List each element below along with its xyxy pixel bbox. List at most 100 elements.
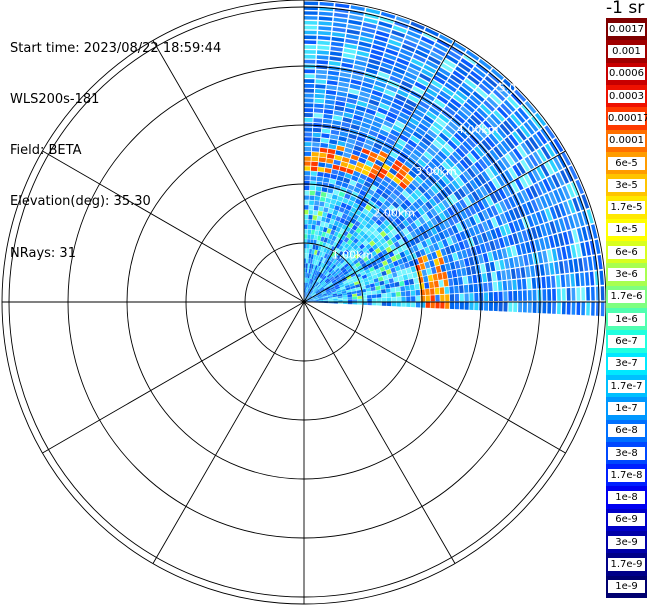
- data-gate: [492, 281, 498, 292]
- data-gate: [306, 293, 309, 298]
- data-gate: [355, 55, 368, 62]
- data-gate: [318, 299, 324, 301]
- data-gate: [557, 187, 566, 202]
- data-gate: [317, 245, 322, 251]
- data-gate: [368, 130, 378, 137]
- data-gate: [313, 205, 319, 211]
- data-gate: [315, 191, 321, 197]
- data-gate: [364, 192, 373, 200]
- data-gate: [310, 273, 313, 279]
- data-gate: [473, 111, 485, 122]
- data-gate: [387, 111, 398, 120]
- data-gate: [441, 175, 451, 185]
- data-gate: [441, 161, 451, 171]
- data-gate: [315, 79, 327, 84]
- data-gate: [350, 154, 359, 161]
- data-gate: [318, 261, 322, 267]
- data-gate: [403, 199, 412, 207]
- data-gate: [304, 127, 313, 132]
- data-gate: [555, 275, 561, 288]
- data-gate: [489, 261, 496, 272]
- data-gate: [304, 205, 309, 210]
- data-gate: [410, 230, 417, 239]
- data-gate: [474, 146, 484, 157]
- data-gate: [415, 295, 421, 302]
- data-gate: [564, 167, 574, 182]
- data-gate: [365, 8, 381, 15]
- data-gate: [503, 236, 510, 247]
- data-gate: [330, 288, 336, 292]
- data-gate: [324, 104, 335, 110]
- data-gate: [405, 186, 414, 195]
- data-gate: [383, 120, 394, 128]
- data-gate: [318, 272, 323, 278]
- data-gate: [581, 226, 589, 241]
- data-gate: [430, 51, 444, 61]
- data-gate: [338, 170, 346, 177]
- data-gate: [356, 161, 365, 169]
- data-gate: [425, 302, 430, 308]
- data-gate: [308, 253, 312, 259]
- data-gate: [306, 288, 309, 293]
- data-gate: [445, 172, 454, 182]
- data-gate: [551, 275, 556, 288]
- data-gate: [338, 245, 344, 251]
- data-gate: [336, 175, 344, 182]
- data-gate: [425, 60, 439, 70]
- data-gate: [516, 192, 525, 204]
- data-gate: [312, 274, 316, 280]
- data-gate: [466, 248, 473, 257]
- data-gate: [365, 204, 372, 211]
- data-gate: [540, 224, 548, 237]
- data-gate: [446, 236, 453, 246]
- data-gate: [379, 215, 386, 223]
- data-gate: [346, 289, 352, 293]
- data-gate: [466, 152, 477, 164]
- data-gate: [305, 277, 307, 283]
- data-gate: [321, 128, 331, 134]
- data-gate: [586, 302, 590, 316]
- data-gate: [368, 219, 375, 226]
- data-gate: [370, 196, 378, 204]
- data-gate: [513, 207, 521, 219]
- data-gate: [451, 214, 459, 224]
- data-gate: [379, 223, 387, 230]
- data-gate: [312, 137, 321, 143]
- data-gate: [332, 294, 338, 298]
- data-gate: [329, 178, 336, 185]
- range-ring-label: 1.00km: [332, 248, 374, 261]
- data-gate: [510, 113, 522, 127]
- data-gate: [374, 281, 380, 287]
- colorbar-tick-label: 1e-5: [608, 223, 645, 237]
- data-gate: [443, 279, 449, 287]
- data-gate: [370, 49, 384, 57]
- data-gate: [498, 237, 505, 248]
- data-gate: [493, 110, 505, 122]
- data-gate: [312, 264, 316, 270]
- data-gate: [401, 164, 411, 173]
- data-gate: [356, 234, 362, 241]
- data-gate: [469, 293, 474, 302]
- data-gate: [346, 245, 353, 252]
- colorbar-tick-label: 0.001: [608, 44, 645, 58]
- data-gate: [473, 283, 479, 293]
- data-gate: [402, 274, 409, 281]
- data-gate: [332, 209, 339, 216]
- data-gate: [394, 159, 403, 168]
- data-gate: [546, 276, 551, 288]
- data-gate: [313, 287, 318, 292]
- data-gate: [385, 269, 392, 275]
- data-gate: [304, 234, 308, 239]
- data-gate: [369, 283, 375, 288]
- data-gate: [317, 293, 322, 296]
- data-gate: [445, 263, 451, 271]
- data-gate: [433, 242, 440, 251]
- data-gate: [367, 103, 378, 111]
- data-gate: [503, 99, 516, 112]
- data-gate: [375, 268, 381, 274]
- data-gate: [309, 289, 313, 295]
- data-gate: [309, 273, 312, 279]
- data-gate: [404, 279, 410, 286]
- data-gate: [322, 118, 332, 124]
